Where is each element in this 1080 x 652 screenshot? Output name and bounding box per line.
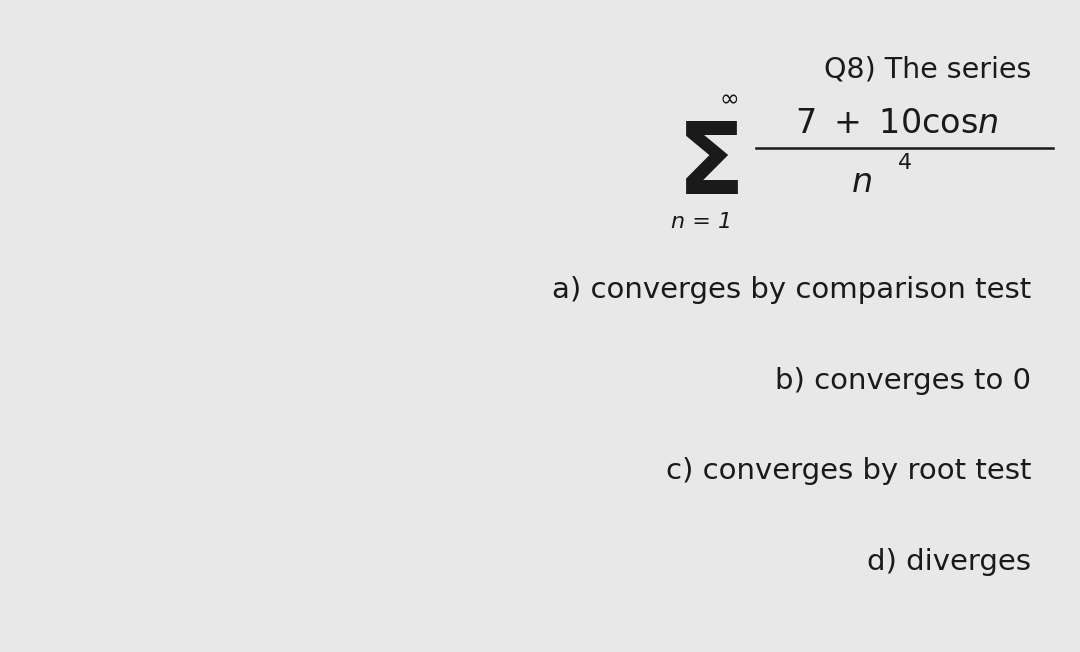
Text: $7\ +\ 10\mathregular{cos}n$: $7\ +\ 10\mathregular{cos}n$ <box>795 108 998 140</box>
Text: b) converges to 0: b) converges to 0 <box>775 368 1031 395</box>
Text: $4$: $4$ <box>896 153 912 173</box>
Text: c) converges by root test: c) converges by root test <box>666 457 1031 484</box>
Text: d) diverges: d) diverges <box>867 548 1031 576</box>
Text: $\mathbf{\Sigma}$: $\mathbf{\Sigma}$ <box>676 118 739 215</box>
Text: n = 1: n = 1 <box>672 212 732 231</box>
Text: a) converges by comparison test: a) converges by comparison test <box>552 276 1031 304</box>
Text: $n$: $n$ <box>851 166 873 199</box>
Text: Q8) The series: Q8) The series <box>824 55 1031 83</box>
Text: $\infty$: $\infty$ <box>719 86 739 110</box>
